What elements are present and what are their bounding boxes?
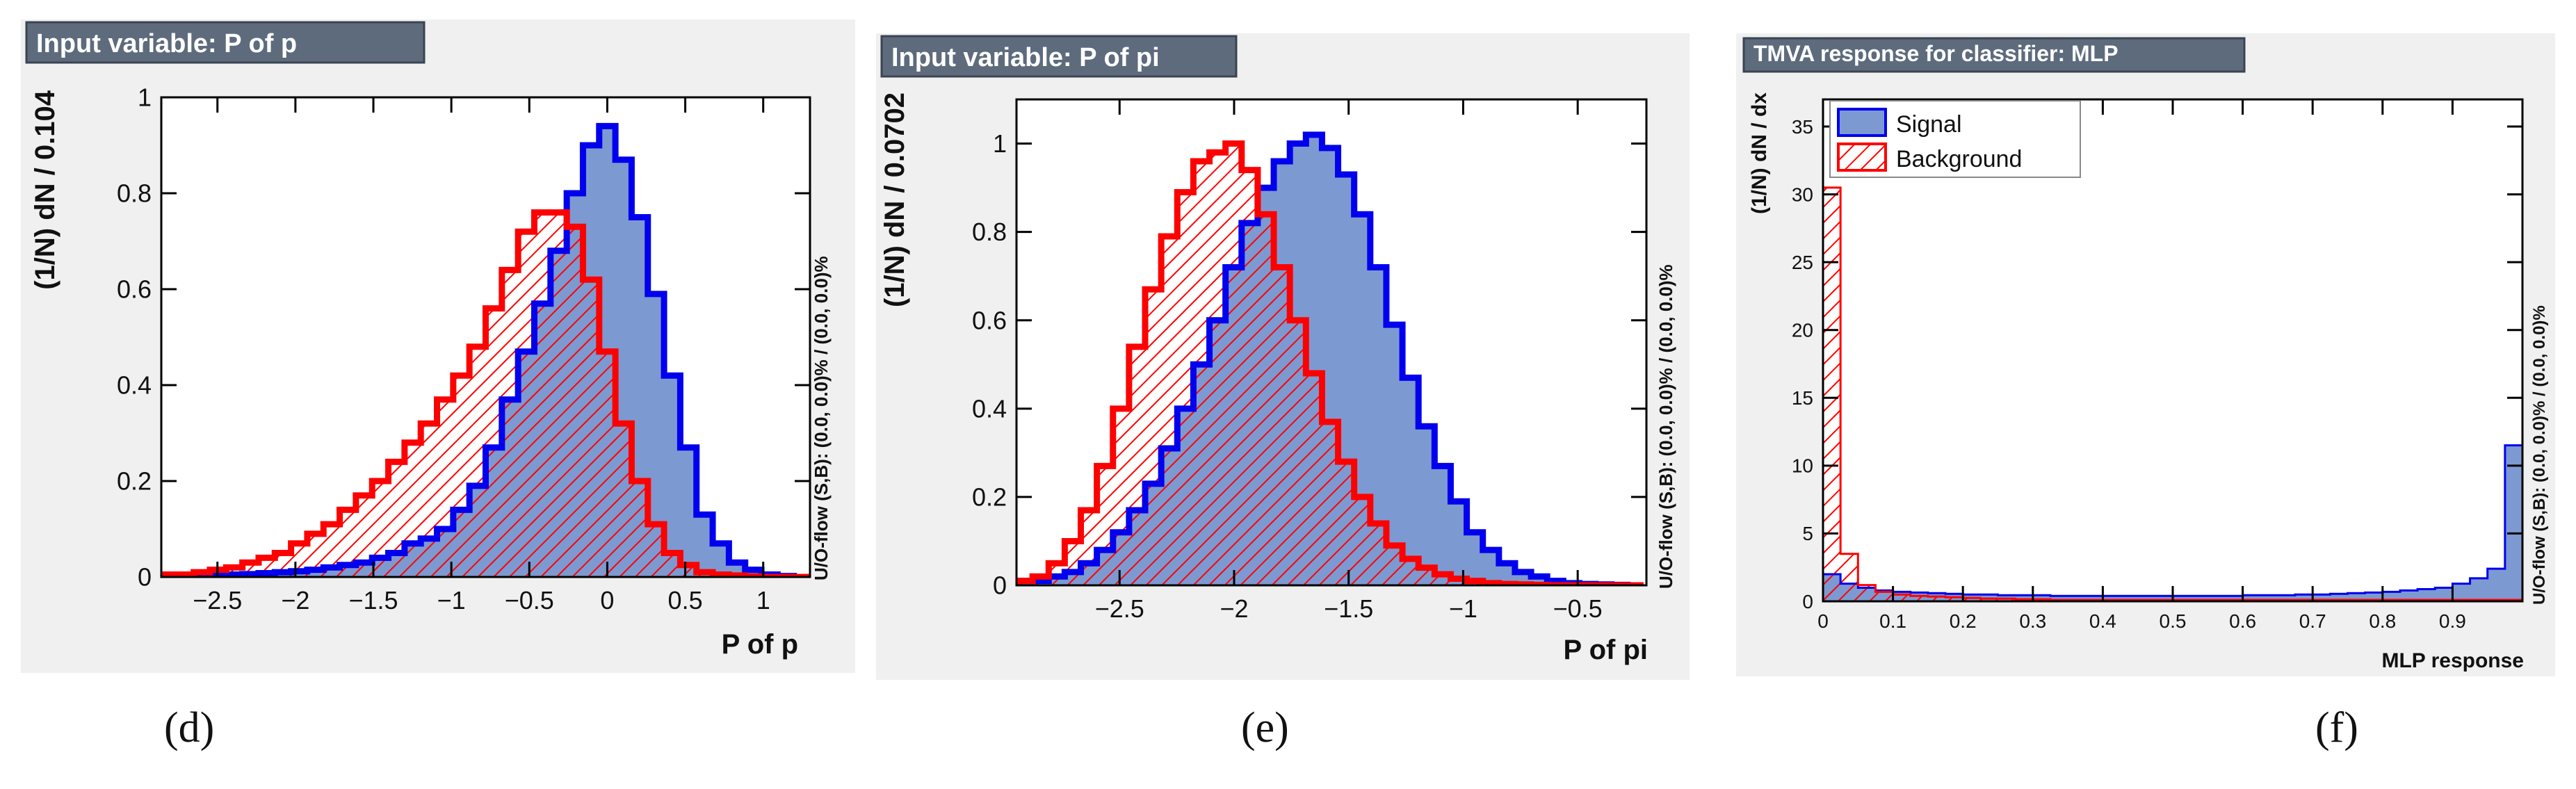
sublabel-d: (d) [164,704,215,751]
xtick-label-d-0: −2.5 [193,586,242,615]
ytick-label-d-1: 0.2 [117,467,152,496]
xtick-label-f-1: 0.1 [1879,610,1906,632]
ytick-label-f-4: 20 [1792,320,1813,341]
xtick-label-f-3: 0.3 [2019,610,2046,632]
ytick-label-e-2: 0.4 [972,394,1007,423]
ytick-label-f-2: 10 [1792,455,1813,477]
ytick-label-e-5: 1 [993,129,1007,158]
xtick-label-d-4: −0.5 [505,586,554,615]
chart-d: Input variable: P of p −2.5 −2 −1.5 −1 −0.5 0 0… [25,21,832,660]
xlabel-f: MLP response [2381,649,2524,672]
xtick-label-d-5: 0 [600,586,614,615]
title-e: Input variable: P of pi [891,43,1160,72]
ytick-label-f-0: 0 [1802,591,1813,612]
chart-e: Input variable: P of pi −2.5 −2 −1.5 −1 −0.5 0… [880,35,1676,665]
title-f: TMVA response for classifier: MLP [1753,41,2119,66]
overflow-label-f: U/O-flow (S,B): (0.0, 0.0)% / (0.0, 0.0)… [2530,305,2549,605]
plot-frame-e [1015,98,1648,587]
title-box-d [25,21,426,64]
xtick-label-f-6: 0.6 [2229,610,2256,632]
xtick-label-e-0: −2.5 [1095,594,1144,623]
legend-signal-label: Signal [1896,111,1962,138]
xtick-label-d-6: 0.5 [668,586,703,615]
xtick-label-d-2: −1.5 [348,586,398,615]
ylabel-f: (1/N) dN / dx [1748,92,1771,214]
ytick-label-f-1: 5 [1802,523,1813,544]
legend-f: Signal Background [1829,100,2081,178]
title-box-e [880,35,1238,78]
sublabel-e: (e) [1241,704,1289,751]
signal-line-d [161,122,810,577]
ytick-label-d-4: 0.8 [117,179,152,208]
histograms-e [1016,131,1644,585]
ytick-label-f-3: 15 [1792,387,1813,409]
xtick-label-f-0: 0 [1817,610,1829,632]
xtick-label-e-4: −0.5 [1553,594,1603,623]
xtick-label-f-7: 0.7 [2299,610,2326,632]
xtick-label-e-1: −2 [1220,594,1248,623]
signal-line-f [1823,444,2522,601]
ytick-label-f-6: 30 [1792,184,1813,205]
legend-background-label: Background [1896,146,2022,172]
ytick-label-d-0: 0 [138,563,152,592]
xtick-label-d-3: −1 [437,586,466,615]
overflow-label-e: U/O-flow (S,B): (0.0, 0.0)% / (0.0, 0.0)… [1655,264,1676,589]
background-hatch-e [1016,143,1644,585]
ylabel-e: (1/N) dN / 0.0702 [880,92,910,307]
xtick-label-f-9: 0.9 [2439,610,2466,632]
xtick-label-f-4: 0.4 [2089,610,2116,632]
ytick-label-e-3: 0.6 [972,306,1007,334]
xtick-label-f-5: 0.5 [2160,610,2187,632]
legend-background-swatch [1837,143,1887,172]
ytick-label-d-2: 0.4 [117,371,152,400]
plot-frame-d [160,96,811,578]
xtick-label-f-2: 0.2 [1950,610,1977,632]
legend-signal-swatch [1837,108,1887,137]
ytick-label-d-3: 0.6 [117,275,152,304]
plot-area-f [1823,99,2522,601]
xtick-label-d-7: 1 [756,586,770,615]
xtick-label-e-2: −1.5 [1324,594,1373,623]
ytick-label-e-1: 0.2 [972,483,1007,512]
xlabel-d: P of p [722,629,798,660]
xlabel-e: P of pi [1564,635,1648,665]
sublabel-f: (f) [2315,704,2358,751]
xtick-label-d-1: −2 [281,586,309,615]
xtick-label-f-8: 0.8 [2369,610,2396,632]
chart-f: TMVA response for classifier: MLP 0 0.1 0.2… [1742,37,2549,672]
ytick-label-e-4: 0.8 [972,218,1007,246]
ytick-label-e-0: 0 [993,571,1007,600]
title-d: Input variable: P of p [36,29,297,58]
ytick-label-f-5: 25 [1792,252,1813,273]
title-box-f [1742,37,2246,73]
overflow-label-d: U/O-flow (S,B): (0.0, 0.0)% / (0.0, 0.0)… [811,256,832,580]
xtick-label-e-3: −1 [1449,594,1477,623]
ytick-label-d-5: 1 [138,83,152,112]
ytick-label-f-7: 35 [1792,116,1813,138]
background-line-e [1016,140,1644,585]
ylabel-d: (1/N) dN / 0.104 [30,90,60,290]
signal-line-e [1016,131,1644,585]
